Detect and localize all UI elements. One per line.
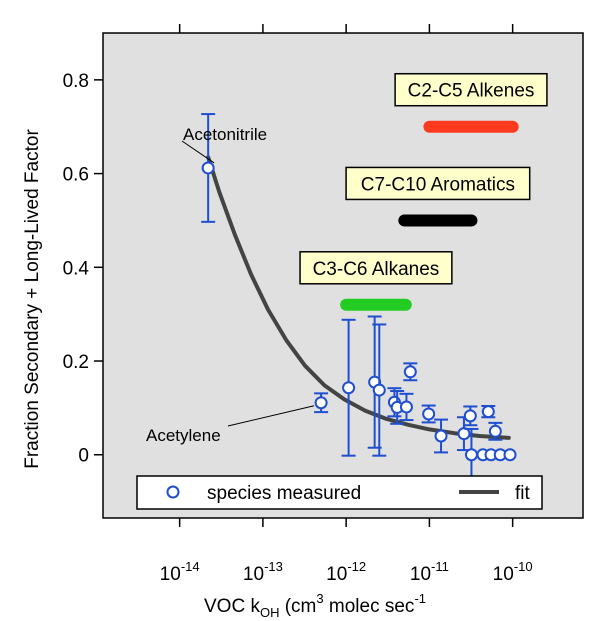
data-point bbox=[342, 381, 356, 395]
data-point bbox=[403, 365, 417, 379]
range-label: C3-C6 Alkanes bbox=[313, 259, 440, 280]
x-tick-exp: -13 bbox=[264, 559, 283, 574]
x-axis-label: VOC kOH (cm3 molec sec-1 bbox=[204, 591, 426, 620]
x-axis-label-sub: OH bbox=[260, 605, 280, 620]
x-axis-label-base: VOC k bbox=[204, 596, 260, 617]
data-point bbox=[457, 427, 471, 441]
range-bars: C2-C5 Alkenes C7-C10 Aromatics C3-C6 Alkan… bbox=[299, 72, 548, 311]
data-point bbox=[399, 400, 413, 414]
data-point bbox=[422, 407, 436, 421]
annotation-leader bbox=[227, 405, 315, 427]
x-tick-exp: -14 bbox=[181, 559, 200, 574]
x-axis-label-mid: molec sec bbox=[324, 596, 415, 617]
annotation-acetonitrile: Acetonitrile bbox=[183, 125, 267, 144]
x-tick-exp: -12 bbox=[347, 559, 366, 574]
range-label: C7-C10 Aromatics bbox=[361, 174, 515, 195]
measured-series bbox=[201, 113, 517, 482]
x-tick-base: 10 bbox=[243, 564, 264, 585]
data-point bbox=[372, 383, 386, 397]
range-label-box bbox=[299, 251, 453, 285]
x-tick-label: 10-11 bbox=[410, 559, 449, 585]
y-tick-label: 0.6 bbox=[63, 165, 89, 186]
x-tick-base: 10 bbox=[160, 564, 181, 585]
data-point bbox=[503, 448, 517, 462]
x-axis-label-sup1: 3 bbox=[316, 591, 323, 606]
x-tick-base: 10 bbox=[493, 564, 514, 585]
x-tick-label: 10-10 bbox=[493, 559, 533, 585]
legend-marker-circle bbox=[166, 485, 180, 499]
y-tick-label: 0.2 bbox=[63, 352, 89, 373]
x-tick-base: 10 bbox=[410, 564, 431, 585]
x-tick-label: 10-13 bbox=[243, 559, 283, 585]
y-axis: 0 0.2 0.4 0.6 0.8 bbox=[63, 71, 103, 467]
range-label-box bbox=[345, 166, 531, 201]
x-tick-base: 10 bbox=[326, 564, 347, 585]
data-point bbox=[463, 409, 477, 423]
annotation-acetylene: Acetylene bbox=[146, 426, 221, 445]
range-label: C2-C5 Alkenes bbox=[408, 81, 535, 102]
x-axis-label-sup2: -1 bbox=[414, 591, 426, 606]
data-point bbox=[434, 429, 448, 443]
data-point bbox=[481, 405, 495, 419]
legend-label: species measured bbox=[207, 483, 361, 504]
annotation-leader bbox=[181, 140, 215, 164]
data-point bbox=[201, 161, 215, 175]
x-tick-exp: -10 bbox=[514, 559, 533, 574]
x-tick-exp: -11 bbox=[431, 559, 449, 574]
x-tick-label: 10-14 bbox=[160, 559, 200, 585]
annotations: Acetonitrile Acetylene bbox=[146, 125, 315, 445]
y-tick-label: 0 bbox=[78, 446, 89, 467]
data-point bbox=[464, 448, 478, 462]
y-tick-label: 0.8 bbox=[63, 71, 89, 92]
data-point bbox=[488, 424, 502, 438]
legend: species measured fit bbox=[136, 475, 543, 510]
range-label-box bbox=[394, 72, 548, 107]
y-axis-label: Fraction Secondary + Long-Lived Factor bbox=[22, 129, 43, 469]
x-axis-label-open: (cm bbox=[279, 596, 316, 617]
legend-label: fit bbox=[515, 483, 531, 504]
y-tick-label: 0.4 bbox=[63, 258, 90, 279]
x-tick-label: 10-12 bbox=[326, 559, 366, 585]
x-axis: 10-14 10-13 10-12 10-11 10-10 bbox=[160, 24, 533, 585]
data-point bbox=[314, 396, 328, 410]
